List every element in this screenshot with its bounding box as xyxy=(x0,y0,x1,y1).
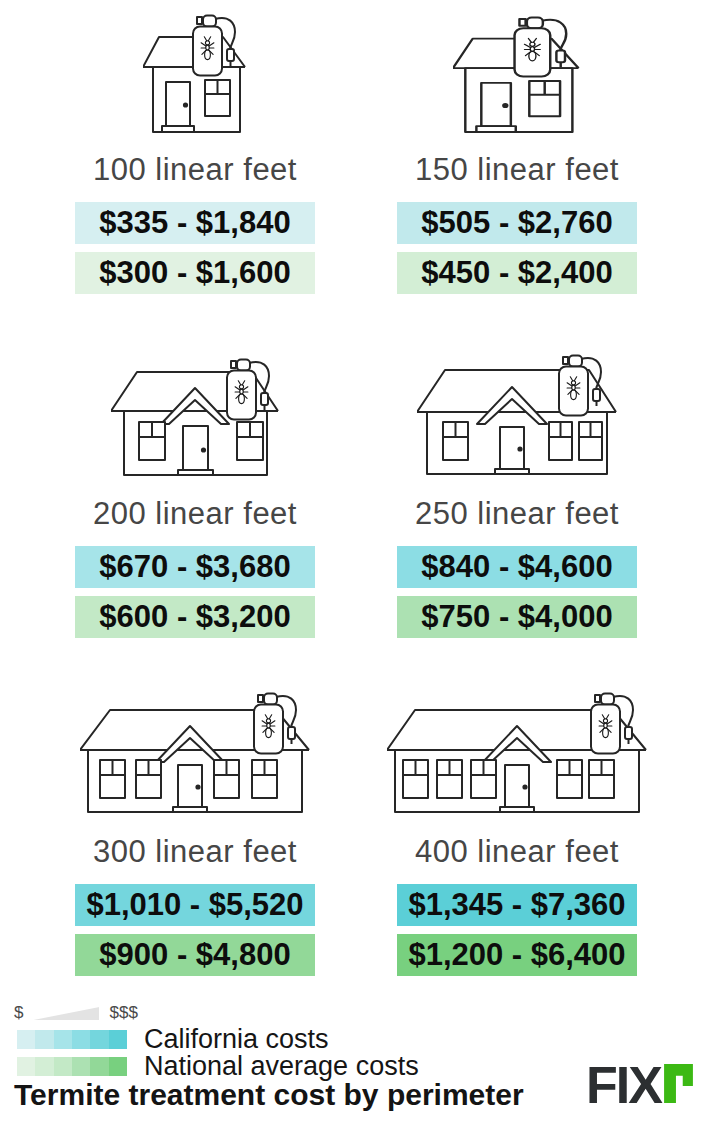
gradient-step xyxy=(72,1057,90,1076)
infographic-title: Termite treatment cost by perimeter xyxy=(14,1078,524,1112)
house-icon xyxy=(143,14,247,134)
national-cost-bar: $750 - $4,000 xyxy=(397,596,637,638)
house-illustration xyxy=(35,2,355,140)
house-icon xyxy=(80,692,310,816)
gradient-step xyxy=(17,1030,35,1049)
house-icon xyxy=(111,358,279,478)
gradient-step xyxy=(72,1030,90,1049)
fixr-logo-text: FIX xyxy=(586,1062,661,1108)
gradient-step xyxy=(90,1030,108,1049)
house-icon xyxy=(387,692,647,816)
house-illustration xyxy=(35,346,355,484)
gradient-step xyxy=(35,1057,53,1076)
national-cost-bar: $900 - $4,800 xyxy=(75,934,315,976)
national-cost-bar: $300 - $1,600 xyxy=(75,252,315,294)
gradient-step xyxy=(17,1057,35,1076)
fixr-logo: FIX xyxy=(586,1062,693,1108)
cost-cell-150ft: 150 linear feet $505 - $2,760 $450 - $2,… xyxy=(357,2,677,294)
california-cost-bar: $840 - $4,600 xyxy=(397,546,637,588)
national-gradient-swatch xyxy=(17,1057,127,1076)
house-illustration xyxy=(357,346,677,484)
perimeter-label: 300 linear feet xyxy=(35,830,355,874)
california-gradient-swatch xyxy=(17,1030,127,1049)
house-illustration xyxy=(357,2,677,140)
cost-cell-250ft: 250 linear feet $840 - $4,600 $750 - $4,… xyxy=(357,346,677,638)
national-cost-bar: $600 - $3,200 xyxy=(75,596,315,638)
price-scale: $ $$$ xyxy=(14,1003,138,1023)
cost-cell-200ft: 200 linear feet $670 - $3,680 $600 - $3,… xyxy=(35,346,355,638)
national-cost-bar: $450 - $2,400 xyxy=(397,252,637,294)
national-cost-bar: $1,200 - $6,400 xyxy=(397,934,637,976)
cost-cell-400ft: 400 linear feet $1,345 - $7,360 $1,200 -… xyxy=(357,684,677,976)
cost-cell-300ft: 300 linear feet $1,010 - $5,520 $900 - $… xyxy=(35,684,355,976)
house-illustration xyxy=(35,684,355,822)
california-cost-bar: $1,345 - $7,360 xyxy=(397,884,637,926)
perimeter-label: 250 linear feet xyxy=(357,492,677,536)
california-cost-bar: $670 - $3,680 xyxy=(75,546,315,588)
house-icon xyxy=(453,16,581,134)
perimeter-label: 150 linear feet xyxy=(357,148,677,192)
gradient-step xyxy=(109,1057,127,1076)
gradient-step xyxy=(35,1030,53,1049)
california-cost-bar: $335 - $1,840 xyxy=(75,202,315,244)
house-icon xyxy=(417,354,617,478)
perimeter-label: 100 linear feet xyxy=(35,148,355,192)
gradient-step xyxy=(54,1030,72,1049)
termite-cost-infographic: 100 linear feet $335 - $1,840 $300 - $1,… xyxy=(0,0,710,1124)
house-illustration xyxy=(357,684,677,822)
fixr-logo-r-icon xyxy=(664,1064,693,1103)
cost-cell-100ft: 100 linear feet $335 - $1,840 $300 - $1,… xyxy=(35,2,355,294)
california-cost-bar: $505 - $2,760 xyxy=(397,202,637,244)
price-scale-max-label: $$$ xyxy=(109,1003,137,1023)
perimeter-label: 200 linear feet xyxy=(35,492,355,536)
perimeter-label: 400 linear feet xyxy=(357,830,677,874)
price-scale-min-label: $ xyxy=(14,1003,23,1023)
gradient-step xyxy=(54,1057,72,1076)
gradient-step xyxy=(90,1057,108,1076)
gradient-step xyxy=(109,1030,127,1049)
california-cost-bar: $1,010 - $5,520 xyxy=(75,884,315,926)
price-scale-wedge-icon xyxy=(33,1007,99,1020)
